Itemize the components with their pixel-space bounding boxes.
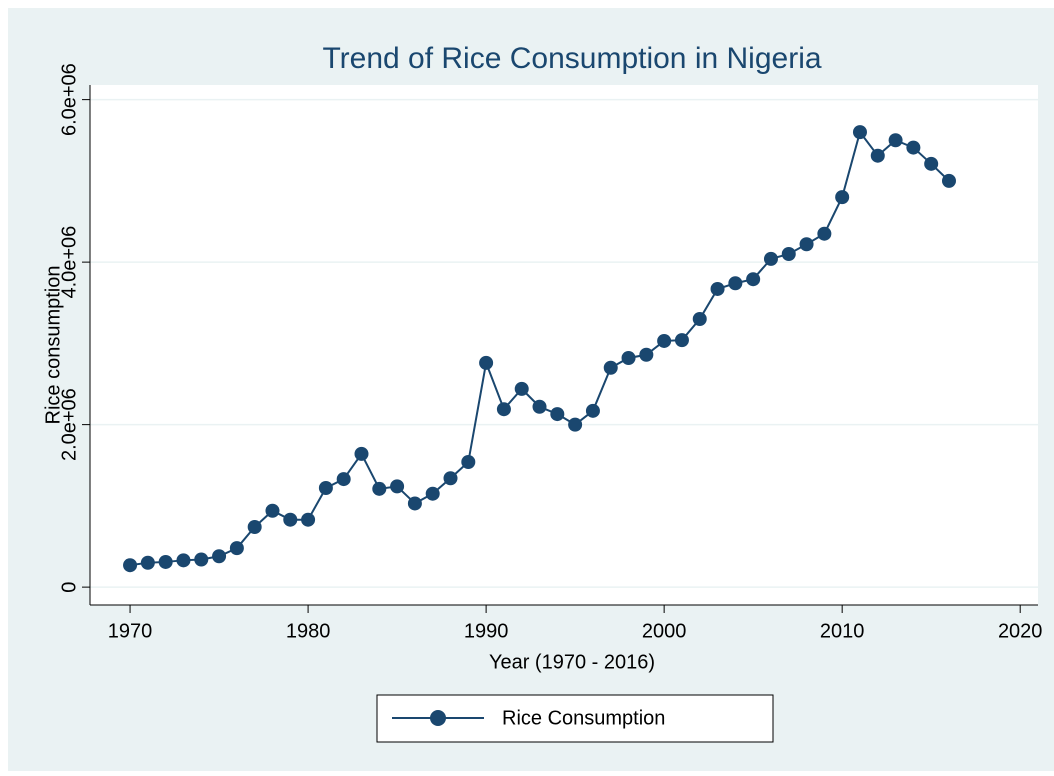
data-point [817, 226, 832, 241]
data-point [283, 512, 298, 527]
data-point [870, 148, 885, 163]
x-tick-label: 1990 [464, 620, 509, 642]
data-point [354, 446, 369, 461]
data-point [514, 381, 529, 396]
data-point [194, 552, 209, 567]
y-tick-label: 4.0e+06 [58, 226, 80, 299]
data-point [603, 360, 618, 375]
data-point [372, 481, 387, 496]
data-point [140, 555, 155, 570]
data-point [479, 355, 494, 370]
data-point [924, 156, 939, 171]
x-tick-label: 1970 [108, 620, 153, 642]
data-point [247, 520, 262, 534]
data-point [123, 558, 138, 573]
data-point [674, 333, 689, 348]
data-point [265, 503, 280, 518]
chart-title: Trend of Rice Consumption in Nigeria [322, 42, 821, 75]
data-point [532, 399, 547, 414]
data-point [443, 471, 458, 486]
legend-marker [430, 710, 446, 726]
data-point [568, 417, 583, 432]
x-tick-label: 2010 [820, 620, 865, 642]
data-point [781, 247, 796, 261]
plot-region [90, 85, 1038, 605]
data-point [461, 455, 476, 469]
data-point [621, 351, 636, 365]
data-point [425, 486, 440, 501]
data-point [229, 541, 244, 556]
data-point [941, 173, 956, 188]
x-tick-label: 1980 [286, 620, 331, 642]
data-point [550, 407, 565, 422]
data-point [301, 512, 316, 527]
data-point [746, 272, 761, 287]
x-tick-label: 2020 [998, 620, 1043, 642]
data-point [852, 125, 867, 140]
data-point [158, 554, 173, 569]
data-point [906, 140, 921, 155]
y-tick-label: 6.0e+06 [58, 63, 80, 136]
data-point [888, 133, 903, 148]
x-tick-label: 2000 [642, 620, 687, 642]
data-point [728, 276, 743, 291]
data-point [336, 472, 351, 487]
data-point [763, 251, 778, 266]
legend-box [376, 694, 774, 743]
data-point [710, 281, 725, 296]
y-tick-label: 0 [58, 582, 80, 593]
data-point [318, 481, 333, 495]
x-axis-label: Year (1970 - 2016) [489, 651, 655, 673]
data-point [835, 190, 850, 205]
data-point [407, 496, 422, 511]
data-point [639, 347, 654, 362]
data-point [390, 479, 405, 494]
legend-label: Rice Consumption [502, 707, 665, 729]
y-tick-label: 2.0e+06 [58, 388, 80, 461]
data-point [212, 549, 227, 564]
data-point [585, 403, 600, 418]
data-point [176, 553, 191, 568]
data-point [657, 333, 672, 348]
y-axis-label: Rice consumption [42, 266, 64, 425]
data-point [799, 237, 814, 252]
data-point [496, 402, 511, 417]
data-point [692, 312, 707, 326]
